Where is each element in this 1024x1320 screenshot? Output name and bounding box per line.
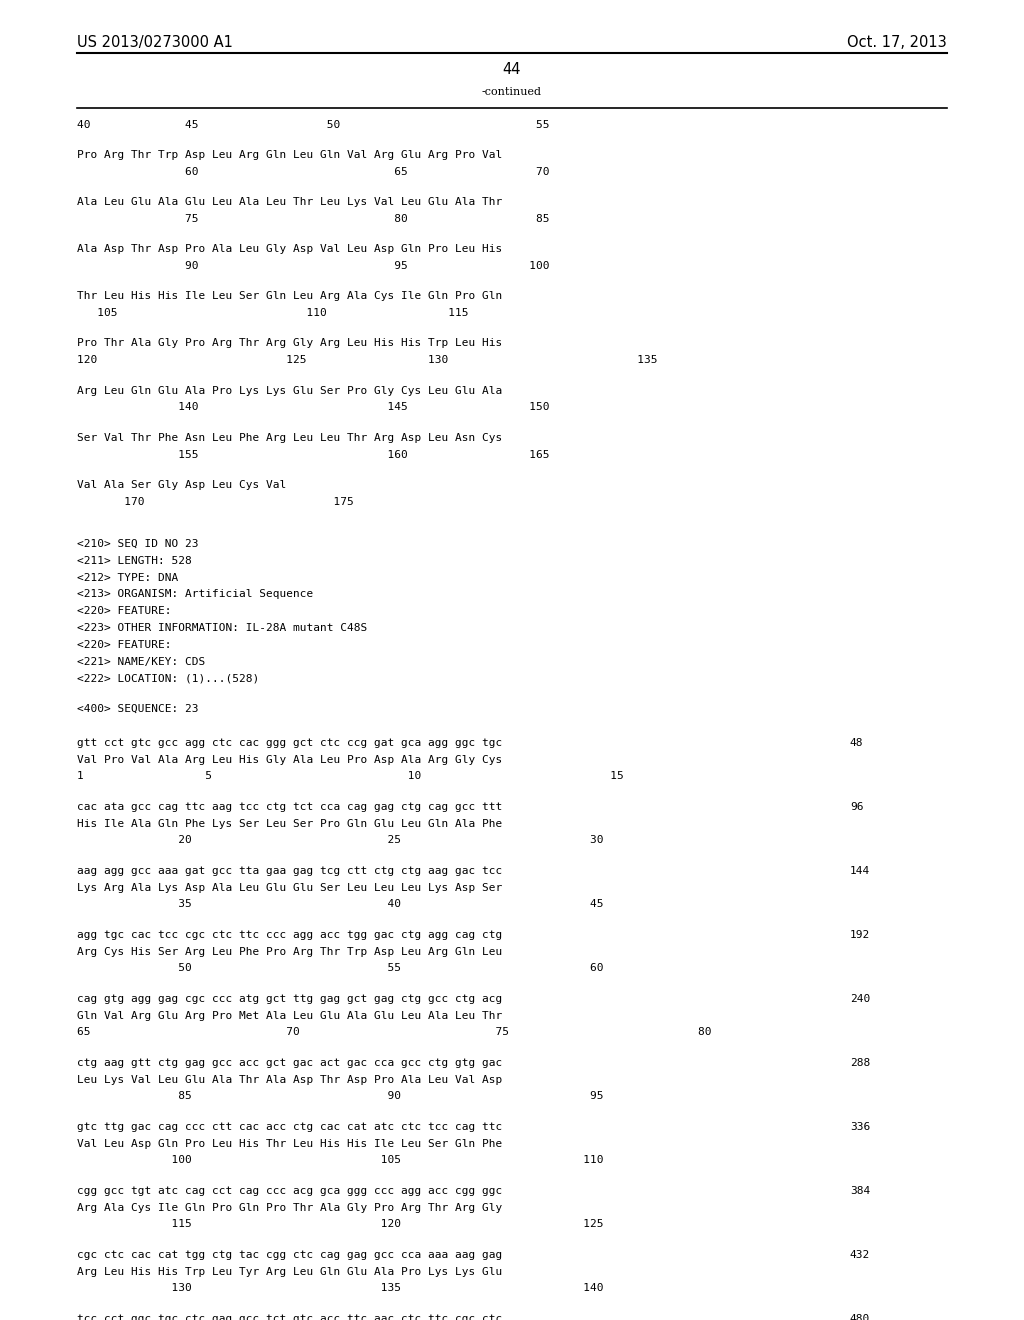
Text: 144: 144 — [850, 866, 870, 875]
Text: 288: 288 — [850, 1057, 870, 1068]
Text: 50                             55                            60: 50 55 60 — [77, 964, 603, 973]
Text: 480: 480 — [850, 1313, 870, 1320]
Text: Lys Arg Ala Lys Asp Ala Leu Glu Glu Ser Leu Leu Leu Lys Asp Ser: Lys Arg Ala Lys Asp Ala Leu Glu Glu Ser … — [77, 883, 502, 892]
Text: agg tgc cac tcc cgc ctc ttc ccc agg acc tgg gac ctg agg cag ctg: agg tgc cac tcc cgc ctc ttc ccc agg acc … — [77, 929, 502, 940]
Text: 140                            145                  150: 140 145 150 — [77, 403, 549, 412]
Text: <223> OTHER INFORMATION: IL-28A mutant C48S: <223> OTHER INFORMATION: IL-28A mutant C… — [77, 623, 367, 634]
Text: 155                            160                  165: 155 160 165 — [77, 450, 549, 459]
Text: <221> NAME/KEY: CDS: <221> NAME/KEY: CDS — [77, 657, 205, 667]
Text: US 2013/0273000 A1: US 2013/0273000 A1 — [77, 36, 232, 50]
Text: Val Ala Ser Gly Asp Leu Cys Val: Val Ala Ser Gly Asp Leu Cys Val — [77, 480, 286, 490]
Text: aag agg gcc aaa gat gcc tta gaa gag tcg ctt ctg ctg aag gac tcc: aag agg gcc aaa gat gcc tta gaa gag tcg … — [77, 866, 502, 875]
Text: Pro Thr Ala Gly Pro Arg Thr Arg Gly Arg Leu His His Trp Leu His: Pro Thr Ala Gly Pro Arg Thr Arg Gly Arg … — [77, 338, 502, 348]
Text: 35                             40                            45: 35 40 45 — [77, 899, 603, 909]
Text: Oct. 17, 2013: Oct. 17, 2013 — [848, 36, 947, 50]
Text: cag gtg agg gag cgc ccc atg gct ttg gag gct gag ctg gcc ctg acg: cag gtg agg gag cgc ccc atg gct ttg gag … — [77, 994, 502, 1003]
Text: 170                            175: 170 175 — [77, 496, 353, 507]
Text: gtc ttg gac cag ccc ctt cac acc ctg cac cat atc ctc tcc cag ttc: gtc ttg gac cag ccc ctt cac acc ctg cac … — [77, 1122, 502, 1131]
Text: <213> ORGANISM: Artificial Sequence: <213> ORGANISM: Artificial Sequence — [77, 590, 313, 599]
Text: Leu Lys Val Leu Glu Ala Thr Ala Asp Thr Asp Pro Ala Leu Val Asp: Leu Lys Val Leu Glu Ala Thr Ala Asp Thr … — [77, 1074, 502, 1085]
Text: 1                  5                             10                            1: 1 5 10 1 — [77, 771, 624, 781]
Text: <220> FEATURE:: <220> FEATURE: — [77, 606, 171, 616]
Text: 60                             65                   70: 60 65 70 — [77, 166, 549, 177]
Text: Val Leu Asp Gln Pro Leu His Thr Leu His His Ile Leu Ser Gln Phe: Val Leu Asp Gln Pro Leu His Thr Leu His … — [77, 1139, 502, 1148]
Text: 40              45                   50                             55: 40 45 50 55 — [77, 120, 549, 129]
Text: 75                             80                   85: 75 80 85 — [77, 214, 549, 224]
Text: Arg Cys His Ser Arg Leu Phe Pro Arg Thr Trp Asp Leu Arg Gln Leu: Arg Cys His Ser Arg Leu Phe Pro Arg Thr … — [77, 946, 502, 957]
Text: 240: 240 — [850, 994, 870, 1003]
Text: cgc ctc cac cat tgg ctg tac cgg ctc cag gag gcc cca aaa aag gag: cgc ctc cac cat tgg ctg tac cgg ctc cag … — [77, 1250, 502, 1259]
Text: ctg aag gtt ctg gag gcc acc gct gac act gac cca gcc ctg gtg gac: ctg aag gtt ctg gag gcc acc gct gac act … — [77, 1057, 502, 1068]
Text: Arg Leu Gln Glu Ala Pro Lys Lys Glu Ser Pro Gly Cys Leu Glu Ala: Arg Leu Gln Glu Ala Pro Lys Lys Glu Ser … — [77, 385, 502, 396]
Text: gtt cct gtc gcc agg ctc cac ggg gct ctc ccg gat gca agg ggc tgc: gtt cct gtc gcc agg ctc cac ggg gct ctc … — [77, 738, 502, 747]
Text: His Ile Ala Gln Phe Lys Ser Leu Ser Pro Gln Glu Leu Gln Ala Phe: His Ile Ala Gln Phe Lys Ser Leu Ser Pro … — [77, 818, 502, 829]
Text: Ala Asp Thr Asp Pro Ala Leu Gly Asp Val Leu Asp Gln Pro Leu His: Ala Asp Thr Asp Pro Ala Leu Gly Asp Val … — [77, 244, 502, 255]
Text: <211> LENGTH: 528: <211> LENGTH: 528 — [77, 556, 191, 566]
Text: Thr Leu His His Ile Leu Ser Gln Leu Arg Ala Cys Ile Gln Pro Gln: Thr Leu His His Ile Leu Ser Gln Leu Arg … — [77, 292, 502, 301]
Text: Pro Arg Thr Trp Asp Leu Arg Gln Leu Gln Val Arg Glu Arg Pro Val: Pro Arg Thr Trp Asp Leu Arg Gln Leu Gln … — [77, 150, 502, 160]
Text: 130                            135                           140: 130 135 140 — [77, 1283, 603, 1294]
Text: 120                            125                  130                         : 120 125 130 — [77, 355, 657, 366]
Text: cgg gcc tgt atc cag cct cag ccc acg gca ggg ccc agg acc cgg ggc: cgg gcc tgt atc cag cct cag ccc acg gca … — [77, 1185, 502, 1196]
Text: <212> TYPE: DNA: <212> TYPE: DNA — [77, 573, 178, 582]
Text: <210> SEQ ID NO 23: <210> SEQ ID NO 23 — [77, 539, 199, 549]
Text: -continued: -continued — [482, 87, 542, 96]
Text: tcc cct ggc tgc ctc gag gcc tct gtc acc ttc aac ctc ttc cgc ctc: tcc cct ggc tgc ctc gag gcc tct gtc acc … — [77, 1313, 502, 1320]
Text: Arg Leu His His Trp Leu Tyr Arg Leu Gln Glu Ala Pro Lys Lys Glu: Arg Leu His His Trp Leu Tyr Arg Leu Gln … — [77, 1267, 502, 1276]
Text: 100                            105                           110: 100 105 110 — [77, 1155, 603, 1166]
Text: <220> FEATURE:: <220> FEATURE: — [77, 640, 171, 649]
Text: Ala Leu Glu Ala Glu Leu Ala Leu Thr Leu Lys Val Leu Glu Ala Thr: Ala Leu Glu Ala Glu Leu Ala Leu Thr Leu … — [77, 197, 502, 207]
Text: 105                            110                  115: 105 110 115 — [77, 308, 468, 318]
Text: Ser Val Thr Phe Asn Leu Phe Arg Leu Leu Thr Arg Asp Leu Asn Cys: Ser Val Thr Phe Asn Leu Phe Arg Leu Leu … — [77, 433, 502, 442]
Text: 115                            120                           125: 115 120 125 — [77, 1220, 603, 1229]
Text: cac ata gcc cag ttc aag tcc ctg tct cca cag gag ctg cag gcc ttt: cac ata gcc cag ttc aag tcc ctg tct cca … — [77, 801, 502, 812]
Text: 384: 384 — [850, 1185, 870, 1196]
Text: <222> LOCATION: (1)...(528): <222> LOCATION: (1)...(528) — [77, 673, 259, 684]
Text: 90                             95                  100: 90 95 100 — [77, 261, 549, 271]
Text: 192: 192 — [850, 929, 870, 940]
Text: 44: 44 — [503, 62, 521, 78]
Text: 336: 336 — [850, 1122, 870, 1131]
Text: <400> SEQUENCE: 23: <400> SEQUENCE: 23 — [77, 704, 199, 714]
Text: 65                             70                             75                : 65 70 75 — [77, 1027, 712, 1038]
Text: 20                             25                            30: 20 25 30 — [77, 836, 603, 845]
Text: 48: 48 — [850, 738, 863, 747]
Text: 96: 96 — [850, 801, 863, 812]
Text: 85                             90                            95: 85 90 95 — [77, 1092, 603, 1101]
Text: Arg Ala Cys Ile Gln Pro Gln Pro Thr Ala Gly Pro Arg Thr Arg Gly: Arg Ala Cys Ile Gln Pro Gln Pro Thr Ala … — [77, 1203, 502, 1213]
Text: Val Pro Val Ala Arg Leu His Gly Ala Leu Pro Asp Ala Arg Gly Cys: Val Pro Val Ala Arg Leu His Gly Ala Leu … — [77, 755, 502, 764]
Text: Gln Val Arg Glu Arg Pro Met Ala Leu Glu Ala Glu Leu Ala Leu Thr: Gln Val Arg Glu Arg Pro Met Ala Leu Glu … — [77, 1011, 502, 1020]
Text: 432: 432 — [850, 1250, 870, 1259]
